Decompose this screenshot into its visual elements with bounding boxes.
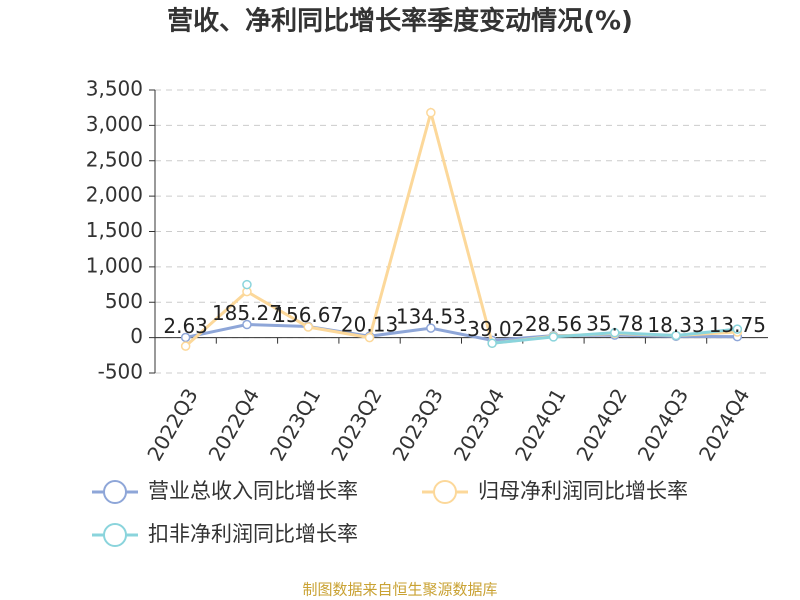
point: [426, 107, 436, 118]
source-note: 制图数据来自恒生聚源数据库: [302, 581, 497, 599]
point: [242, 319, 252, 330]
y-tick-label: 3,000: [86, 112, 143, 136]
data-label: 28.56: [525, 312, 582, 336]
chart-title: 营收、净利同比增长率季度变动情况(%): [167, 6, 633, 37]
x-tick-label: 2023Q4: [449, 384, 509, 465]
x-tick-label: 2023Q1: [265, 384, 325, 465]
x-tick-label: 2024Q3: [633, 384, 693, 465]
data-label: 185.27: [212, 301, 282, 325]
data-label: 20.13: [341, 313, 398, 337]
data-label: 13.75: [709, 313, 766, 337]
legend-label: 扣非净利润同比增长率: [148, 522, 358, 546]
legend-marker: [103, 523, 127, 547]
x-tick-label: 2024Q2: [571, 384, 631, 465]
data-label: 156.67: [273, 303, 343, 327]
y-tick-label: 1,000: [86, 253, 143, 277]
point: [548, 332, 559, 342]
x-tick-label: 2022Q3: [142, 384, 202, 465]
y-tick-label: 0: [130, 324, 143, 348]
x-tick-label: 2024Q4: [694, 384, 754, 465]
legend-label: 营业总收入同比增长率: [148, 479, 358, 503]
data-label: 35.78: [586, 312, 643, 336]
x-tick-label: 2023Q2: [326, 384, 386, 465]
point: [487, 338, 497, 349]
point: [242, 279, 252, 290]
point: [732, 324, 743, 334]
y-tick-label: 3,500: [86, 77, 143, 101]
x-tick-label: 2022Q4: [204, 384, 264, 465]
data-label: 2.63: [163, 314, 208, 338]
point: [180, 341, 191, 351]
y-tick-label: 1,500: [86, 218, 143, 242]
data-label: 134.53: [396, 305, 466, 329]
data-label: 18.33: [647, 313, 704, 337]
point: [426, 323, 436, 333]
y-tick-label: -500: [98, 360, 143, 384]
point: [364, 332, 375, 343]
y-tick-label: 2,500: [86, 147, 143, 171]
data-label: -39.02: [460, 317, 524, 341]
legend-label: 归母净利润同比增长率: [478, 479, 688, 503]
legend-marker: [433, 480, 457, 504]
y-tick-label: 500: [105, 289, 143, 313]
x-tick-label: 2024Q1: [510, 384, 570, 465]
y-tick-label: 2,000: [86, 183, 143, 207]
legend-marker: [103, 480, 127, 504]
point: [303, 322, 313, 332]
point: [671, 330, 681, 341]
x-tick-label: 2023Q3: [387, 384, 447, 465]
point: [610, 327, 620, 338]
